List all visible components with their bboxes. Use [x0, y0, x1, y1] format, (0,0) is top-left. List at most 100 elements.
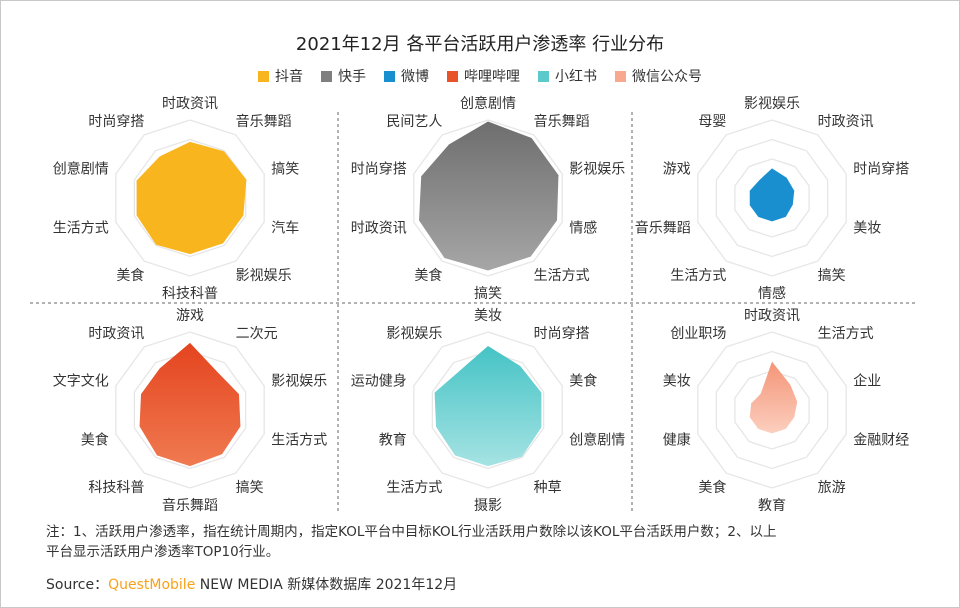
axis-label: 创意剧情	[460, 95, 516, 112]
legend-swatch	[447, 70, 458, 82]
radar-ring	[115, 119, 265, 277]
legend-label: 微博	[401, 69, 429, 85]
legend-item: 快手	[321, 66, 366, 86]
axis-label: 时尚穿搭	[534, 326, 590, 342]
axis-label: 时政资讯	[351, 220, 407, 236]
axis-label: 美食	[569, 373, 597, 390]
axis-label: 音乐舞蹈	[236, 113, 292, 130]
radar-ring	[734, 158, 810, 238]
axis-label: 健康	[663, 431, 691, 448]
axis-label: 运动健身	[351, 374, 407, 390]
axis-label: 情感	[758, 285, 786, 302]
axis-label: 搞笑	[236, 480, 264, 496]
axis-label: 时政资讯	[818, 114, 874, 130]
axis-label: 科技科普	[88, 480, 144, 496]
radar-ring	[697, 119, 847, 277]
radar-ring	[431, 350, 545, 470]
axis-label: 音乐舞蹈	[162, 497, 218, 514]
axis-label: 游戏	[176, 308, 204, 324]
axis-label: 文字文化	[53, 374, 109, 390]
legend-label: 小红书	[555, 69, 597, 85]
legend-swatch	[321, 70, 332, 82]
axis-label: 美食	[116, 267, 144, 284]
axis-label: 教育	[379, 432, 407, 448]
axis-label: 音乐舞蹈	[635, 219, 691, 236]
axis-label: 生活方式	[670, 268, 726, 284]
axis-label: 美妆	[853, 220, 881, 236]
axis-label: 金融财经	[853, 432, 909, 448]
axis-label: 旅游	[818, 480, 846, 496]
radar-area-哔哩哔哩	[139, 342, 241, 467]
legend-swatch	[384, 70, 395, 82]
axis-label: 生活方式	[534, 268, 590, 284]
footnote: 注：1、活跃用户渗透率，指在统计周期内，指定KOL平台中目标KOL行业活跃用户数…	[46, 522, 926, 562]
legend-label: 抖音	[275, 69, 303, 85]
axis-label: 游戏	[663, 162, 691, 178]
axis-label: 美妆	[663, 374, 691, 390]
legend-swatch	[538, 70, 549, 82]
source-label: Source：	[46, 577, 109, 593]
legend-item: 哔哩哔哩	[447, 66, 520, 86]
axis-label: 影视娱乐	[236, 268, 292, 284]
axis-label: 时尚穿搭	[853, 162, 909, 178]
legend-swatch	[258, 70, 269, 82]
axis-label: 时政资讯	[88, 326, 144, 342]
axis-label: 美食	[81, 431, 109, 448]
axis-label: 美食	[698, 479, 726, 496]
footnote-line-1: 注：1、活跃用户渗透率，指在统计周期内，指定KOL平台中目标KOL行业活跃用户数…	[46, 524, 777, 540]
axis-label: 情感	[569, 219, 597, 236]
axis-label: 影视娱乐	[569, 162, 625, 178]
axis-label: 生活方式	[818, 326, 874, 342]
axis-label: 科技科普	[162, 286, 218, 302]
axis-label: 创意剧情	[569, 431, 625, 448]
axis-label: 母婴	[698, 114, 726, 130]
radar-ring	[133, 350, 247, 470]
legend-item: 抖音	[258, 66, 303, 86]
source: Source：QuestMobile NEW MEDIA 新媒体数据库 2021…	[46, 574, 457, 594]
radar-ring	[715, 138, 829, 258]
axis-label: 生活方式	[53, 220, 109, 236]
radar-ring	[734, 370, 810, 450]
legend-swatch	[615, 70, 626, 82]
axis-label: 搞笑	[474, 286, 502, 302]
legend-item: 小红书	[538, 66, 597, 86]
axis-label: 民间艺人	[386, 114, 442, 130]
axis-label: 创意剧情	[53, 161, 109, 178]
legend-label: 微信公众号	[632, 69, 702, 85]
axis-label: 时政资讯	[162, 96, 218, 112]
legend-item: 微博	[384, 66, 429, 86]
axis-label: 美食	[414, 267, 442, 284]
axis-label: 影视娱乐	[386, 326, 442, 342]
axis-label: 时尚穿搭	[351, 162, 407, 178]
axis-label: 生活方式	[386, 480, 442, 496]
source-brand: QuestMobile	[108, 577, 196, 593]
axis-label: 教育	[758, 498, 786, 514]
footnote-line-2: 平台显示活跃用户渗透率TOP10行业。	[46, 544, 280, 560]
legend-item: 微信公众号	[615, 66, 702, 86]
radar-ring	[115, 331, 265, 489]
axis-label: 企业	[853, 373, 881, 390]
axis-label: 时尚穿搭	[88, 114, 144, 130]
legend-label: 快手	[338, 69, 366, 85]
axis-label: 二次元	[236, 326, 278, 342]
axis-label: 影视娱乐	[744, 96, 800, 112]
radar-ring	[413, 119, 563, 277]
axis-label: 摄影	[474, 498, 502, 514]
axis-label: 时政资讯	[744, 308, 800, 324]
source-text: NEW MEDIA 新媒体数据库 2021年12月	[199, 577, 458, 593]
axis-label: 种草	[534, 480, 562, 496]
axis-label: 汽车	[271, 219, 299, 236]
axis-label: 美妆	[474, 308, 502, 324]
chart-title: 2021年12月 各平台活跃用户渗透率 行业分布	[295, 34, 665, 55]
radar-ring	[413, 331, 563, 489]
radar-ring	[715, 350, 829, 470]
radar-area-小红书	[434, 346, 542, 467]
radar-ring	[697, 331, 847, 489]
axis-label: 搞笑	[818, 268, 846, 284]
axis-label: 搞笑	[271, 162, 299, 178]
